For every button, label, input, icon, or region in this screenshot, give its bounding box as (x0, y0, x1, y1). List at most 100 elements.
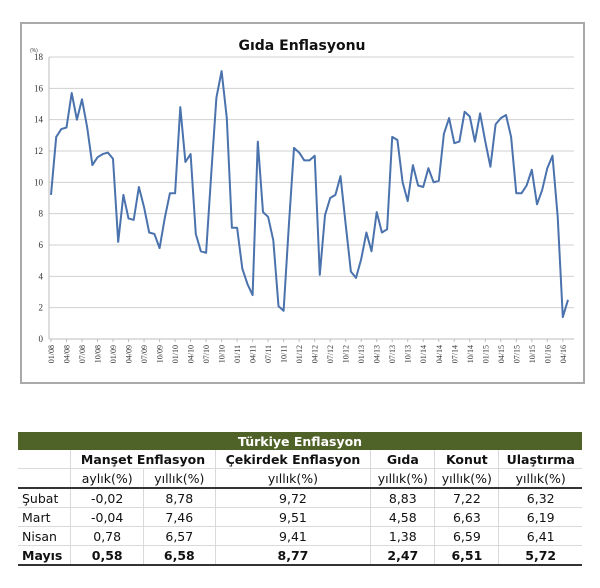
cell-konut-yillik: 6,51 (434, 545, 499, 566)
cell-manset-aylik: -0,04 (70, 507, 144, 527)
x-tick-label: 01/13 (357, 345, 366, 363)
cell-cekirdek-yillik: 8,77 (214, 545, 371, 566)
table-row: Mart -0,04 7,46 9,51 4,58 6,63 6,19 (18, 507, 582, 527)
inflation-table-container: Türkiye Enflasyon Manşet Enflasyon Çekir… (18, 432, 582, 566)
x-tick-label: 01/11 (233, 345, 242, 363)
cell-gida-yillik: 8,83 (370, 488, 435, 508)
cell-manset-yillik: 6,57 (142, 526, 216, 546)
x-tick-label: 07/09 (140, 345, 149, 363)
header-konut: Konut (434, 450, 499, 469)
header-cekirdek: Çekirdek Enflasyon (214, 450, 371, 469)
x-tick-label: 04/09 (125, 345, 134, 363)
row-month: Mart (18, 507, 71, 527)
x-tick-label: 01/10 (171, 345, 180, 363)
row-month: Mayıs (18, 545, 71, 566)
table-row-latest: Mayıs 0,58 6,58 8,77 2,47 6,51 5,72 (18, 545, 582, 566)
header-manset: Manşet Enflasyon (70, 450, 216, 469)
x-tick-label: 01/12 (295, 345, 304, 363)
x-tick-label: 01/14 (419, 345, 428, 363)
cell-manset-aylik: -0,02 (70, 488, 144, 508)
x-tick-label: 04/08 (63, 345, 72, 363)
cell-manset-yillik: 8,78 (142, 488, 216, 508)
y-tick-label: 12 (34, 146, 43, 156)
table-row: Nisan 0,78 6,57 9,41 1,38 6,59 6,41 (18, 526, 582, 546)
x-tick-label: 07/14 (450, 345, 459, 363)
x-tick-label: 01/15 (481, 345, 490, 363)
cell-konut-yillik: 6,63 (434, 507, 499, 527)
y-tick-label: 16 (34, 83, 44, 93)
table-subheader-row: aylık(%) yıllık(%) yıllık(%) yıllık(%) y… (18, 468, 582, 489)
header-ulastirma: Ulaştırma (498, 450, 582, 469)
cell-cekirdek-yillik: 9,41 (214, 526, 371, 546)
x-tick-label: 01/08 (47, 345, 56, 363)
x-tick-label: 07/08 (78, 345, 87, 363)
x-tick-label: 01/09 (109, 345, 118, 363)
cell-konut-yillik: 6,59 (434, 526, 499, 546)
x-tick-label: 04/10 (187, 345, 196, 363)
cell-manset-aylik: 0,78 (70, 526, 144, 546)
x-tick-label: 04/11 (249, 345, 258, 363)
chart-container: Gıda Enflasyonu (%) 0 2 4 6 8 10 12 14 16 18 01/0… (20, 22, 585, 384)
y-tick-label: 14 (34, 115, 44, 125)
empty-header-cell (18, 450, 71, 469)
row-month: Nisan (18, 526, 71, 546)
subheader-ulastirma-yillik: yıllık(%) (498, 468, 582, 489)
x-tick-label: 10/09 (156, 345, 165, 363)
x-tick-label: 04/13 (373, 345, 382, 363)
cell-gida-yillik: 2,47 (370, 545, 435, 566)
cell-ulastirma-yillik: 6,41 (498, 526, 582, 546)
y-unit-label: (%) (30, 48, 38, 54)
x-tick-label: 01/16 (543, 345, 552, 363)
header-gida: Gıda (370, 450, 435, 469)
table-group-header-row: Manşet Enflasyon Çekirdek Enflasyon Gıda… (18, 450, 582, 469)
x-tick-label: 10/10 (218, 345, 227, 363)
cell-ulastirma-yillik: 5,72 (498, 545, 582, 566)
food-inflation-chart: Gıda Enflasyonu (%) 0 2 4 6 8 10 12 14 16 18 01/0… (30, 38, 574, 363)
table-row: Şubat -0,02 8,78 9,72 8,83 7,22 6,32 (18, 488, 582, 508)
subheader-gida-yillik: yıllık(%) (370, 468, 435, 489)
x-tick-label: 04/12 (311, 345, 320, 363)
inflation-table: Türkiye Enflasyon Manşet Enflasyon Çekir… (18, 432, 582, 566)
table-title-row: Türkiye Enflasyon (18, 432, 582, 450)
cell-manset-aylik: 0,58 (70, 545, 144, 566)
x-tick-label: 07/12 (326, 345, 335, 363)
cell-ulastirma-yillik: 6,19 (498, 507, 582, 527)
x-tick-label: 04/14 (435, 345, 444, 363)
x-tick-label: 07/10 (202, 345, 211, 363)
subheader-konut-yillik: yıllık(%) (434, 468, 499, 489)
cell-cekirdek-yillik: 9,72 (214, 488, 371, 508)
y-tick-label: 0 (39, 334, 44, 344)
x-tick-label: 10/11 (280, 345, 289, 363)
x-tick-label: 07/13 (388, 345, 397, 363)
subheader-cekirdek-yillik: yıllık(%) (214, 468, 371, 489)
x-tick-label: 10/13 (404, 345, 413, 363)
y-tick-label: 18 (34, 52, 44, 62)
cell-gida-yillik: 1,38 (370, 526, 435, 546)
cell-konut-yillik: 7,22 (434, 488, 499, 508)
y-tick-label: 8 (39, 209, 44, 219)
x-tick-label: 10/12 (342, 345, 351, 363)
x-tick-label: 07/11 (264, 345, 273, 363)
chart-title: Gıda Enflasyonu (239, 38, 366, 54)
x-tick-label: 04/16 (559, 345, 568, 363)
x-tick-label: 10/15 (528, 345, 537, 363)
table-title: Türkiye Enflasyon (18, 432, 582, 450)
subheader-manset-aylik: aylık(%) (70, 468, 144, 489)
cell-manset-yillik: 6,58 (142, 545, 216, 566)
series-line-gida-enflasyonu (50, 70, 569, 319)
y-tick-label: 2 (39, 303, 44, 313)
cell-gida-yillik: 4,58 (370, 507, 435, 527)
cell-ulastirma-yillik: 6,32 (498, 488, 582, 508)
x-tick-label: 07/15 (512, 345, 521, 363)
subheader-manset-yillik: yıllık(%) (142, 468, 216, 489)
x-tick-label: 10/14 (466, 345, 475, 363)
y-tick-label: 6 (39, 240, 44, 250)
row-month: Şubat (18, 488, 71, 508)
empty-subheader-cell (18, 468, 71, 489)
x-tick-label: 10/08 (94, 345, 103, 363)
y-tick-label: 10 (34, 177, 44, 187)
y-tick-label: 4 (39, 271, 44, 281)
cell-manset-yillik: 7,46 (142, 507, 216, 527)
x-tick-label: 04/15 (497, 345, 506, 363)
cell-cekirdek-yillik: 9,51 (214, 507, 371, 527)
